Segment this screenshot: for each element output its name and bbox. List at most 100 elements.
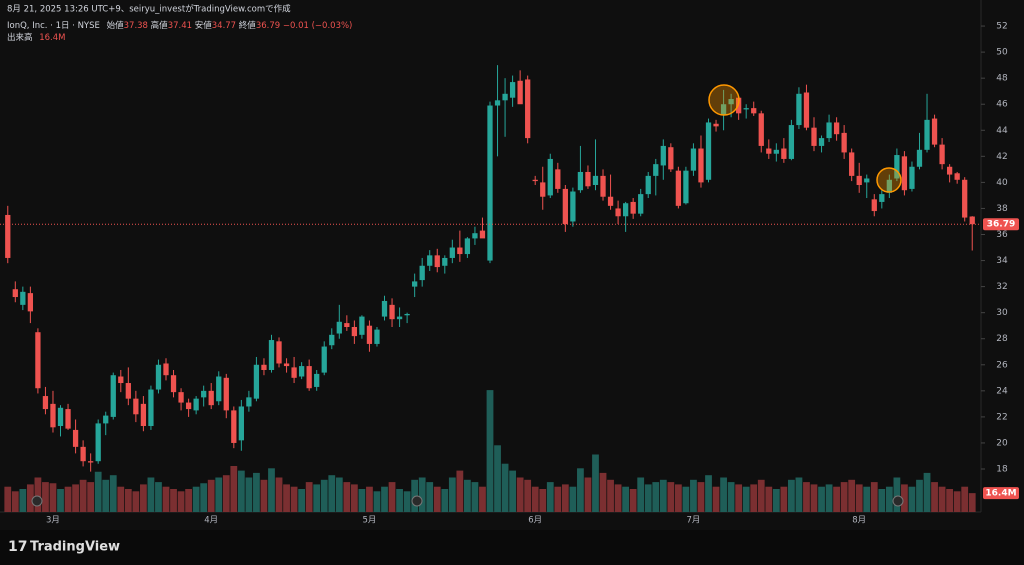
candle-body [170, 375, 177, 393]
volume-bar [479, 486, 486, 512]
candle-body [916, 149, 923, 167]
volume-bar [863, 486, 871, 512]
candle-body [494, 100, 501, 106]
volume-bar [57, 489, 64, 512]
candle-body [321, 346, 327, 373]
candle-body [773, 149, 779, 154]
volume-bar [494, 445, 501, 512]
volume-bar [727, 482, 735, 512]
volume-bar [388, 482, 396, 512]
candle-body [728, 99, 734, 105]
volume-bar [237, 470, 245, 512]
candle-body [50, 403, 56, 428]
candle-body [72, 429, 79, 447]
candle-body [396, 316, 403, 320]
candle-body [148, 389, 154, 427]
volume-bar [366, 486, 373, 512]
volume-bar [840, 482, 848, 512]
candle-body [803, 92, 810, 128]
x-tick-label: 6月 [528, 516, 542, 526]
volume-bar [931, 482, 938, 512]
candle-body [472, 233, 478, 239]
volume-bar [403, 491, 411, 512]
candle-body [766, 148, 772, 154]
candle-body [133, 398, 139, 415]
last-price-label: 36.79 [987, 220, 1015, 230]
candle-body [939, 144, 945, 165]
candle-body [615, 208, 621, 217]
volume-bar [426, 482, 434, 512]
volume-bar [132, 491, 140, 512]
candle-body [577, 171, 584, 191]
candle-body [668, 147, 674, 170]
volume-bar [885, 486, 893, 512]
candle-body [216, 376, 222, 402]
candle-body [743, 108, 749, 110]
volume-bar [94, 471, 102, 512]
y-tick-label: 48 [996, 74, 1008, 84]
candle-body [630, 201, 636, 214]
candle-body [359, 316, 365, 335]
volume-bar [667, 482, 675, 512]
volume-bar [780, 486, 788, 512]
candle-body [622, 203, 629, 217]
volume-bar [298, 489, 306, 512]
volume-bar [825, 484, 833, 512]
candle-body [751, 108, 757, 114]
candle-body [811, 127, 817, 146]
volume-bar [916, 479, 923, 512]
volume-bar [509, 470, 516, 512]
volume-bar [923, 472, 931, 512]
candle-body [103, 415, 109, 424]
y-tick-label: 30 [996, 308, 1008, 318]
candle-body [690, 148, 697, 171]
volume-bar [968, 493, 976, 512]
low-value: 34.77 [212, 21, 236, 31]
volume-bar [961, 486, 969, 512]
candle-body [27, 293, 34, 312]
volume-bar [908, 486, 916, 512]
volume-bar [674, 484, 682, 512]
candle-body [12, 289, 18, 298]
legend-line: IonQ, Inc. · 1日 · NYSE 始値37.38 高値37.41 安… [7, 20, 352, 31]
volume-bar [561, 484, 569, 512]
candle-body [88, 461, 94, 463]
candle-body [238, 406, 244, 441]
candle-body [758, 113, 764, 146]
volume-bar [464, 479, 471, 512]
volume-bar [343, 482, 351, 512]
candle-body [283, 363, 290, 367]
volume-bar [200, 483, 208, 512]
candle-body [645, 175, 651, 195]
candle-body [381, 300, 388, 317]
volume-label: 出来高 [7, 32, 33, 43]
volume-bar [140, 484, 147, 512]
volume-value: 16.4M [39, 33, 65, 43]
candle-body [201, 390, 207, 398]
volume-bar [102, 479, 110, 512]
volume-bar [569, 486, 577, 512]
volume-bar [901, 484, 908, 512]
candle-body [796, 93, 802, 126]
volume-bar [245, 477, 253, 512]
volume-legend: 出来高 16.4M [7, 32, 65, 43]
candle-body [962, 179, 968, 218]
logo-mark: 17 [8, 539, 27, 555]
volume-bar [720, 477, 727, 512]
x-tick-label: 4月 [204, 516, 218, 526]
candle-body [434, 255, 440, 268]
low-label: 安値 [195, 20, 213, 31]
candle-body [276, 341, 282, 364]
candle-body [781, 148, 787, 159]
volume-bar [629, 489, 637, 512]
candle-body [20, 291, 26, 305]
volume-bar [697, 482, 705, 512]
candle-body [389, 304, 395, 320]
y-tick-label: 22 [996, 412, 1007, 422]
volume-bar [222, 475, 230, 512]
volume-bar [803, 482, 810, 512]
volume-bar [275, 477, 283, 512]
candle-body [698, 148, 704, 183]
volume-bar [953, 491, 961, 512]
volume-bar [690, 479, 697, 512]
